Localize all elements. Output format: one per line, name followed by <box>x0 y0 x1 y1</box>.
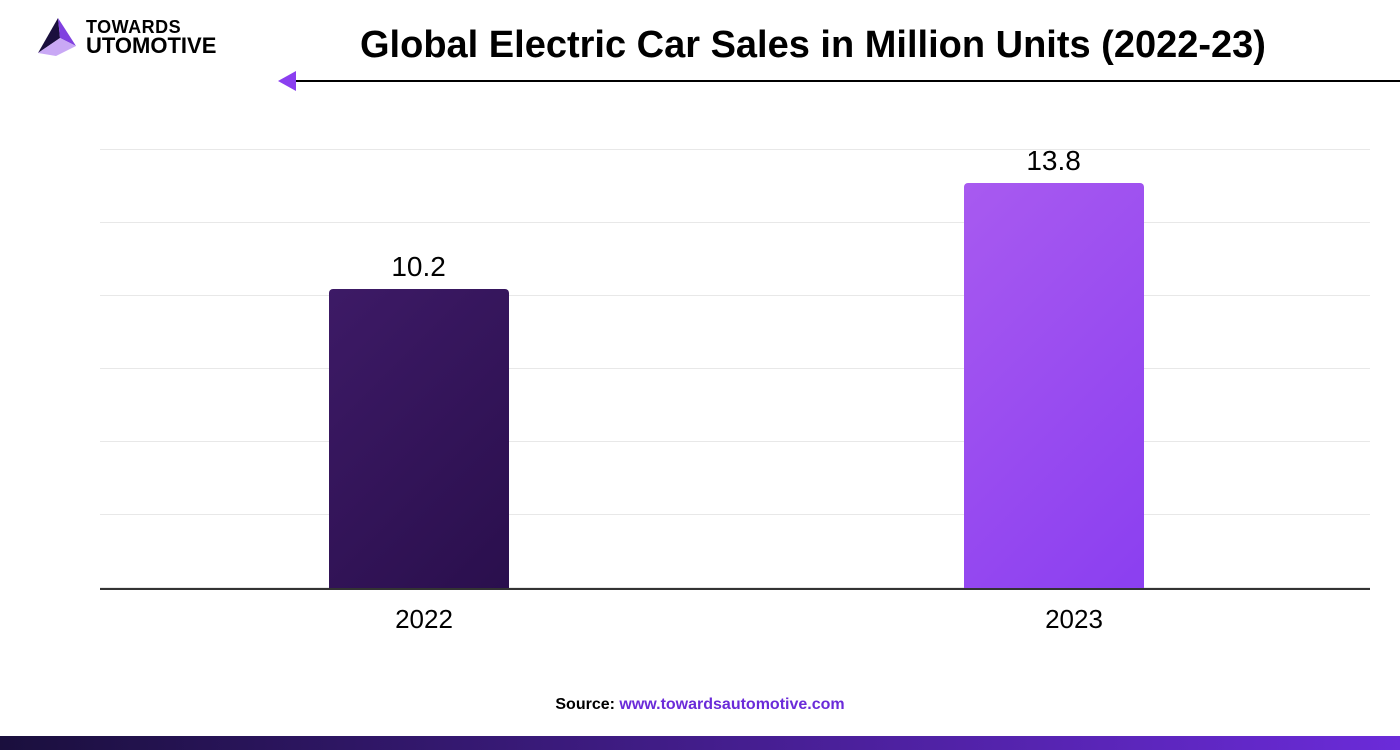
logo-line-2: UTOMOTIVE <box>86 36 216 57</box>
gridline <box>100 368 1370 369</box>
header: TOWARDS UTOMOTIVE Global Electric Car Sa… <box>0 18 1400 98</box>
page: TOWARDS UTOMOTIVE Global Electric Car Sa… <box>0 0 1400 750</box>
bar <box>964 183 1144 588</box>
gridline <box>100 441 1370 442</box>
source-label: Source: <box>555 696 619 713</box>
x-axis-label: 2023 <box>984 604 1164 635</box>
logo-text: TOWARDS UTOMOTIVE <box>86 19 216 57</box>
chart-title: Global Electric Car Sales in Million Uni… <box>360 24 1266 67</box>
source-line: Source: www.towardsautomotive.com <box>0 696 1400 714</box>
gridline <box>100 222 1370 223</box>
gridline <box>100 587 1370 588</box>
bar <box>329 289 509 588</box>
gridline <box>100 149 1370 150</box>
brand-logo: TOWARDS UTOMOTIVE <box>38 18 216 58</box>
bar-value-label: 13.8 <box>964 145 1144 177</box>
bar-group: 10.2 <box>329 251 509 588</box>
plot-area: 10.213.8 <box>100 150 1370 590</box>
logo-mark-icon <box>38 18 78 58</box>
chart-area: 10.213.8 20222023 <box>70 150 1370 630</box>
bar-value-label: 10.2 <box>329 251 509 283</box>
arrow-head-icon <box>278 71 296 91</box>
source-url: www.towardsautomotive.com <box>619 696 844 713</box>
arrow-line <box>288 80 1400 82</box>
bar-group: 13.8 <box>964 145 1144 588</box>
gridline <box>100 295 1370 296</box>
gridline <box>100 514 1370 515</box>
x-axis-label: 2022 <box>334 604 514 635</box>
bottom-stripe <box>0 736 1400 750</box>
